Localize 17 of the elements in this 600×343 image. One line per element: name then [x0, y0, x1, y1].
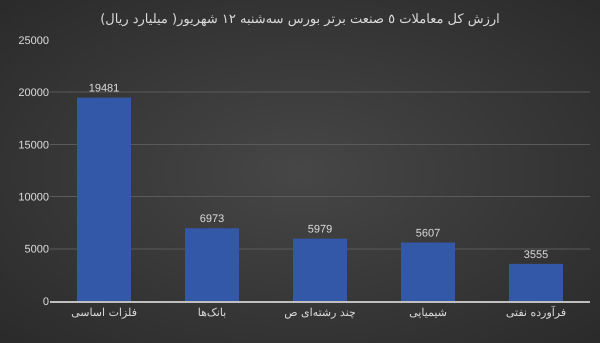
x-tick-label: فرآورده نفتی	[506, 304, 566, 319]
data-label: 5607	[416, 227, 440, 240]
x-tick-label: فلزات اساسی	[71, 306, 137, 319]
chart-title: ارزش کل معاملات ٥ صنعت برتر بورس سه‌شنبه ١٢ شهریور( میلیارد ریال)	[100, 12, 500, 27]
y-tick-label: 5000	[24, 244, 49, 256]
data-label: 6973	[200, 213, 224, 226]
data-label: 5979	[308, 224, 332, 236]
x-tick-label: چند رشته‌ای ص	[284, 306, 356, 319]
y-tick-label: 15000	[18, 139, 49, 152]
y-tick-label: 25000	[18, 34, 49, 47]
x-tick-label: شیمیایی	[409, 306, 447, 319]
y-tick-label: 0	[42, 296, 49, 308]
data-label: 19481	[88, 82, 120, 95]
y-tick-label: 20000	[18, 87, 49, 100]
y-tick-label: 10000	[18, 191, 49, 204]
data-label: 3555	[524, 248, 548, 261]
x-tick-label: بانک‌ها	[198, 306, 226, 319]
